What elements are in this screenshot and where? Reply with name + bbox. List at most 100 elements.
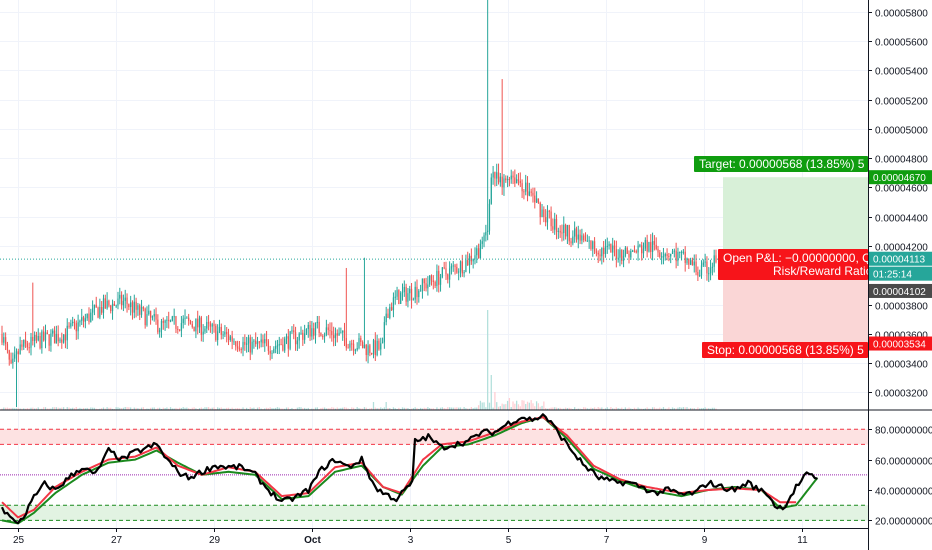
volume-bar [189,408,192,410]
stochastic-oscillator-pane[interactable] [0,413,868,525]
candle-body [269,350,271,354]
volume-bar [512,401,514,410]
candle-body [256,341,259,345]
candle-body [448,268,451,280]
volume-bar [581,408,583,410]
volume-bar [661,408,663,410]
volume-bar [407,407,409,410]
volume-bar [343,407,346,410]
volume-bar [583,407,585,410]
profit-zone[interactable] [723,177,868,260]
volume-bar [260,408,262,410]
volume-bar [516,400,518,410]
candle-body [472,258,474,262]
volume-bar [23,408,25,410]
volume-bar [367,408,369,410]
candle-body [465,260,467,272]
price-scale[interactable]: 0.00005800 0.00005600 0.00005400 0.00005200… [868,9,928,400]
volume-bar [679,407,681,410]
candle-body [528,191,530,196]
candle-body [55,333,57,344]
stop-price-marker: 0.00003534 [873,340,926,351]
candle-body [119,294,121,299]
candle-body [305,329,308,334]
candle-body [688,258,690,265]
candle-body [149,310,152,318]
candle-body [280,344,282,346]
candle-body [316,321,318,323]
candle-body [592,241,594,249]
volume-bar [146,408,148,410]
position-labels[interactable]: Target: 0.00000568 (13.85%) 5 Open P&L: … [694,156,873,358]
volume-bar [541,405,543,410]
candle-body [151,316,154,318]
volume-bar [211,407,213,410]
volume-bar [224,408,226,410]
volume-bar [403,407,405,410]
volume-bar [62,407,65,410]
price-candles[interactable] [1,0,717,408]
stop-price-marker-box [869,336,932,351]
target-label-box[interactable] [694,156,868,172]
candle-body [606,245,608,247]
volume-bar [604,408,607,410]
candle-body [523,191,525,193]
candle-body [82,317,85,322]
volume-bar [73,408,76,410]
price-tick-label: 0.00005000 [875,126,928,137]
candle-body [454,265,456,267]
volume-bar [550,407,552,410]
volume-bar [160,408,163,410]
candle-body [628,253,630,258]
candle-body [327,327,329,331]
volume-bar [496,402,498,410]
crosshair-price-marker: 0.00004102 [873,287,926,298]
volume-bar [378,408,380,410]
volume-bar [323,407,326,410]
candle-body [414,286,416,300]
candle-body [675,250,677,262]
volume-bar [318,408,320,410]
volume-bar [409,408,411,410]
candle-body [242,341,244,350]
price-tick-label: 0.00005200 [875,97,928,108]
volume-bar [383,407,386,410]
candle-body [434,282,436,286]
volume-bar [202,408,204,410]
stop-label-box[interactable] [702,342,868,358]
volume-bar [711,407,714,410]
volume-bar [44,407,47,410]
oscillator-scale[interactable]: 80.00000000 60.00000000 40.00000000 20.0000… [868,426,932,528]
candle-body [572,236,574,244]
volume-bar [572,408,574,410]
volume-bar [429,407,431,410]
volume-bar [314,407,317,410]
time-axis[interactable]: 25 27 29 Oct 3 5 7 9 11 [13,528,808,546]
candle-body [178,329,181,331]
candle-body [64,334,67,341]
candle-body [597,252,599,255]
candle-body [309,324,311,337]
volume-bar [110,407,112,410]
candle-body [84,318,86,322]
pnl-label-box[interactable] [718,249,868,280]
candle-body [240,349,242,351]
volume-bar [72,407,74,410]
volume-bar [267,408,270,410]
candle-body [702,262,704,266]
candle-body [615,249,617,259]
volume-bar [180,407,183,410]
candle-body [505,178,507,181]
volume-bar [59,407,61,410]
candle-body [682,251,685,253]
volume-bar [102,407,105,410]
volume-bar [686,407,688,410]
candle-body [101,306,103,313]
candle-body [296,340,299,345]
volume-bar [376,408,378,410]
volume-bar [276,407,279,410]
volume-bar [104,408,106,410]
volume-bar [226,407,228,410]
candle-body [227,334,230,341]
